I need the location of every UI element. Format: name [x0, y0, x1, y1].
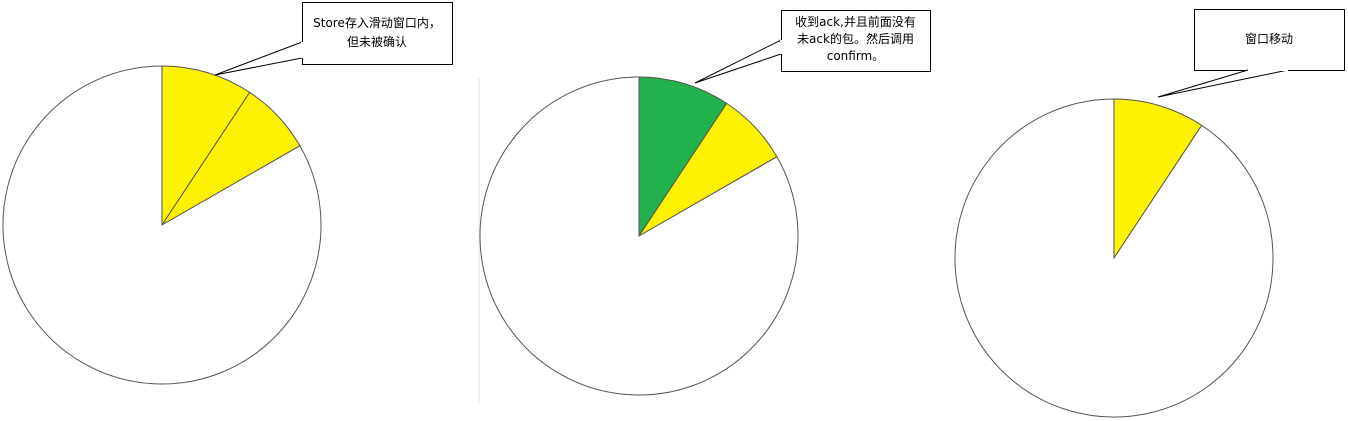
callout-box [1194, 9, 1345, 71]
callout-pointer [214, 41, 303, 76]
callout-step1: Store存入滑动窗口内， 但未被确认 [214, 2, 453, 76]
callout-pointer [1157, 69, 1289, 98]
callout-step3: 窗口移动 [1157, 9, 1345, 98]
pie-slice-segment-1 [638, 76, 728, 238]
pie-slice-remainder [479, 76, 799, 396]
pie-panel-step1: Store存入滑动窗口内， 但未被确认 [2, 2, 453, 385]
callout-box [781, 10, 931, 72]
callout-text-line: 收到ack,并且前面没有 [795, 14, 916, 29]
callout-pointer [694, 39, 782, 84]
callout-text-line: 窗口移动 [1245, 32, 1293, 46]
pie-slice-remainder [954, 98, 1274, 418]
pie-slice-segment-1 [161, 65, 251, 227]
pie-slice-remainder [2, 65, 322, 385]
callout-text-line: confirm。 [827, 49, 885, 63]
callout-text-line: 但未被确认 [347, 35, 407, 49]
pie-slice-segment-1 [1113, 98, 1203, 260]
callout-text-line: Store存入滑动窗口内， [313, 16, 441, 30]
callout-box [302, 2, 453, 65]
pie-panel-step3: 窗口移动 [954, 9, 1345, 418]
callout-text-line: 未ack的包。然后调用 [797, 31, 914, 46]
